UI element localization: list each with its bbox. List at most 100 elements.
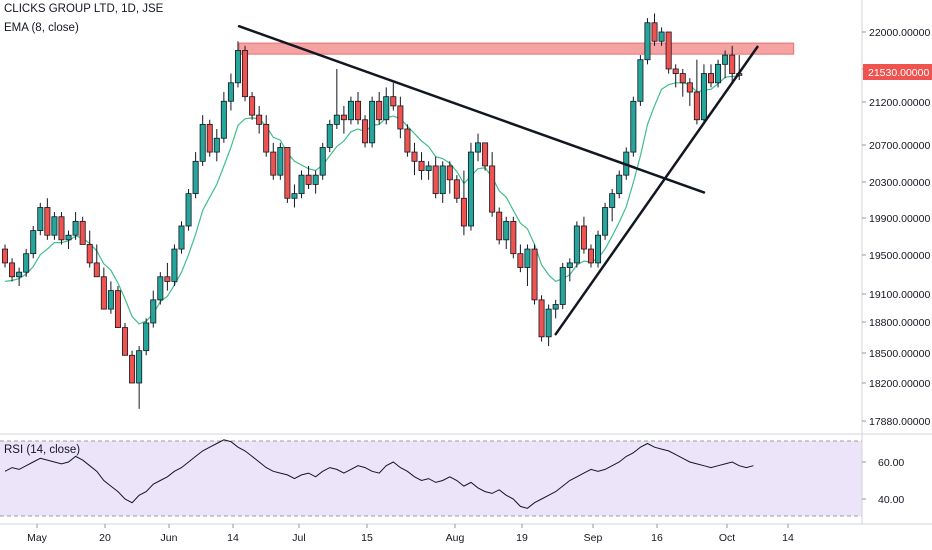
time-tick-label: 15 <box>361 532 373 544</box>
candle-body <box>467 151 474 227</box>
candle-body <box>475 142 482 153</box>
candle-body <box>531 248 538 301</box>
candle <box>206 119 213 157</box>
candle <box>510 216 517 259</box>
candle-body <box>595 234 602 264</box>
candle <box>602 202 609 240</box>
candle-body <box>644 22 651 61</box>
candle <box>9 258 16 282</box>
candle <box>58 212 65 245</box>
candle-body <box>100 276 107 310</box>
candle-body <box>199 123 206 162</box>
candle-body <box>270 151 277 176</box>
candle <box>722 50 729 79</box>
candle-body <box>637 59 644 102</box>
candle-body <box>277 147 284 176</box>
candle-body <box>552 304 559 310</box>
candle-body <box>397 105 404 130</box>
price-tick-label: 18800.00000 <box>869 317 930 329</box>
candle-body <box>326 123 333 148</box>
candle <box>185 189 192 231</box>
candle <box>298 170 305 199</box>
candle <box>242 45 249 102</box>
candle-body <box>72 220 79 236</box>
price-tick-label: 19100.00000 <box>869 289 930 301</box>
candle <box>432 156 439 199</box>
candle-body <box>545 308 552 338</box>
time-tick-label: 19 <box>516 532 528 544</box>
candle-body <box>496 211 503 241</box>
candle-body <box>164 276 171 282</box>
candle-body <box>524 248 531 268</box>
time-tick-label: 14 <box>227 532 239 544</box>
candle-body <box>93 262 100 278</box>
time-tick-label: Jul <box>292 532 305 544</box>
candle-body <box>157 276 164 301</box>
candle-body <box>51 216 58 236</box>
candle-body <box>602 207 609 236</box>
candle-body <box>404 128 411 153</box>
candle <box>482 142 489 171</box>
time-tick-label: Aug <box>446 532 465 544</box>
candle-body <box>383 96 390 121</box>
candle-body <box>220 100 227 139</box>
candle <box>658 27 665 46</box>
candle <box>143 318 150 356</box>
candle-body <box>418 160 425 171</box>
candle <box>44 198 51 240</box>
candle <box>72 212 79 240</box>
candle <box>178 221 185 254</box>
rsi-line <box>4 439 754 509</box>
candle <box>644 18 651 65</box>
candle-body <box>319 147 326 176</box>
candle-body <box>312 174 319 185</box>
candle-body <box>16 271 23 278</box>
candle-body <box>143 322 150 352</box>
candle <box>397 96 404 139</box>
candle <box>425 161 432 180</box>
rsi-tick-label: 40.00 <box>878 494 904 506</box>
candle-body <box>686 82 693 93</box>
candle <box>665 31 672 74</box>
candle <box>404 124 411 157</box>
candle-body <box>347 100 354 121</box>
candle <box>439 161 446 203</box>
time-tick-label: 14 <box>782 532 794 544</box>
candle <box>369 96 376 148</box>
candle-body <box>369 100 376 144</box>
candle-body <box>2 248 8 264</box>
candle <box>503 216 510 250</box>
candle <box>213 128 220 162</box>
price-tick-label: 20300.00000 <box>869 177 930 189</box>
candle <box>157 272 164 305</box>
candle-body <box>30 230 37 255</box>
candle <box>249 92 256 120</box>
price-tick-label: 19500.00000 <box>869 250 930 262</box>
candle <box>580 216 587 254</box>
time-tick-label: Oct <box>719 532 735 544</box>
candle <box>531 244 538 305</box>
candle-body <box>263 123 270 153</box>
price-tick-label: 20700.00000 <box>869 140 930 152</box>
candle-body <box>700 73 707 121</box>
candle-body <box>234 50 241 84</box>
candle <box>2 244 8 268</box>
price-tick-label: 17880.00000 <box>869 416 930 428</box>
candle <box>340 105 347 134</box>
candle-body <box>206 123 213 153</box>
candle-body <box>658 31 665 42</box>
candle-body <box>616 174 623 195</box>
candle-body <box>411 151 418 162</box>
candle-body <box>651 22 658 42</box>
candle <box>227 73 234 111</box>
time-tick-label: Jun <box>161 532 178 544</box>
candle-body <box>213 137 220 153</box>
candle <box>291 184 298 208</box>
candle <box>347 96 354 125</box>
candle <box>376 92 383 125</box>
candle <box>136 346 143 409</box>
candle <box>312 170 319 194</box>
candle-body <box>672 68 679 74</box>
candle <box>86 230 93 268</box>
